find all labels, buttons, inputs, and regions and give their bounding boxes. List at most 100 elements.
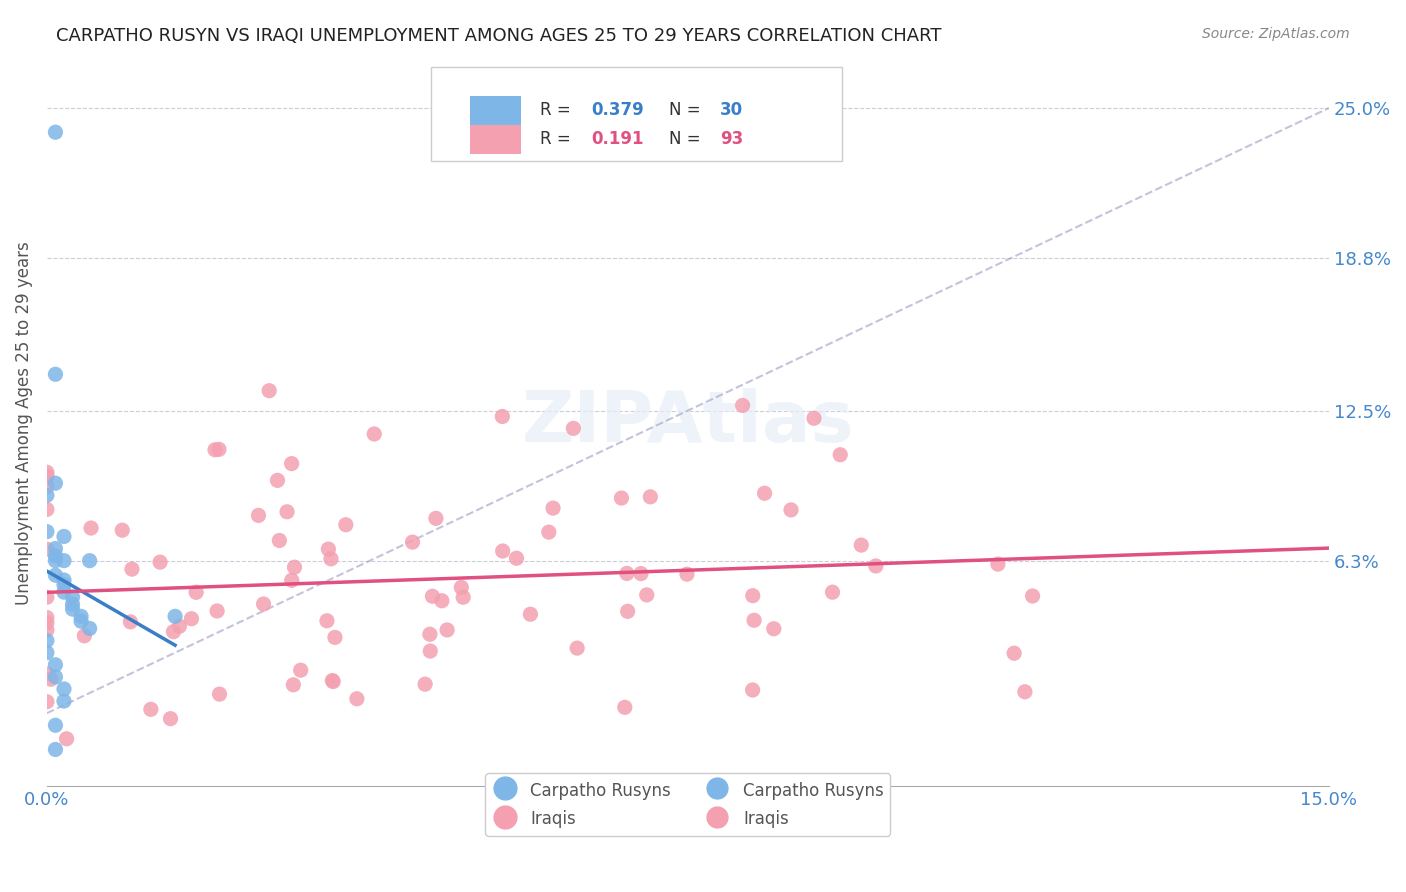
Point [630,566,652,581]
Point [79,554,101,568]
Point [44,541,66,556]
Point [987,557,1010,571]
Point [152,826,174,840]
Point [780,503,803,517]
Point [139,702,162,716]
Text: Source: ZipAtlas.com: Source: ZipAtlas.com [1202,27,1350,41]
Point [53,578,76,592]
Point [121,562,143,576]
Point [616,566,638,581]
Point [422,589,444,603]
Point [321,673,343,688]
Bar [470,125,522,154]
Point [35,666,58,681]
Point [186,585,208,599]
Point [636,588,658,602]
FancyBboxPatch shape [432,67,842,161]
Point [39,672,62,686]
Point [616,604,638,618]
Point [35,646,58,660]
Point [149,555,172,569]
Point [537,525,560,540]
Point [208,442,231,457]
Point [741,683,763,698]
Point [280,574,302,588]
Point [35,524,58,539]
Point [1021,589,1043,603]
Y-axis label: Unemployment Among Ages 25 to 29 years: Unemployment Among Ages 25 to 29 years [15,241,32,605]
Point [44,476,66,491]
Point [53,554,76,568]
Legend: Carpatho Rusyns, Iraqis, Carpatho Rusyns, Iraqis: Carpatho Rusyns, Iraqis, Carpatho Rusyns… [485,773,890,836]
Point [491,409,513,424]
Point [346,691,368,706]
Point [35,542,58,557]
Point [425,511,447,525]
Point [830,448,852,462]
Point [208,687,231,701]
Point [62,590,84,604]
Point [62,602,84,616]
Point [316,614,339,628]
Point [283,678,305,692]
Point [290,663,312,677]
Text: ZIPAtlas: ZIPAtlas [522,388,855,458]
Point [70,609,93,624]
Point [322,674,344,689]
Bar [470,96,522,125]
Point [676,567,699,582]
Point [323,631,346,645]
Point [276,505,298,519]
Point [413,677,436,691]
Point [35,465,58,479]
Text: 30: 30 [720,102,742,120]
Point [165,609,187,624]
Point [419,644,441,658]
Point [492,544,515,558]
Point [252,597,274,611]
Point [120,615,142,629]
Point [35,615,58,630]
Point [44,742,66,756]
Point [204,442,226,457]
Point [44,554,66,568]
Point [640,490,662,504]
Point [35,695,58,709]
Point [257,384,280,398]
Point [419,627,441,641]
Point [269,533,291,548]
Point [44,670,66,684]
Point [505,551,527,566]
Point [53,585,76,599]
Point [111,523,134,537]
Point [35,610,58,624]
Point [162,624,184,639]
Point [80,521,103,535]
Point [1014,685,1036,699]
Point [35,623,58,637]
Point [731,399,754,413]
Point [35,502,58,516]
Point [35,488,58,502]
Point [53,681,76,696]
Point [280,457,302,471]
Point [803,411,825,425]
Point [44,718,66,732]
Point [55,731,77,746]
Point [762,622,785,636]
Point [562,421,585,435]
Point [865,559,887,574]
Point [283,560,305,574]
Point [754,486,776,500]
Point [451,591,474,605]
Point [169,619,191,633]
Point [53,573,76,587]
Point [519,607,541,622]
Point [35,470,58,484]
Text: N =: N = [669,130,706,148]
Point [62,597,84,611]
Point [35,468,58,483]
Point [610,491,633,505]
Point [205,604,228,618]
Point [613,700,636,714]
